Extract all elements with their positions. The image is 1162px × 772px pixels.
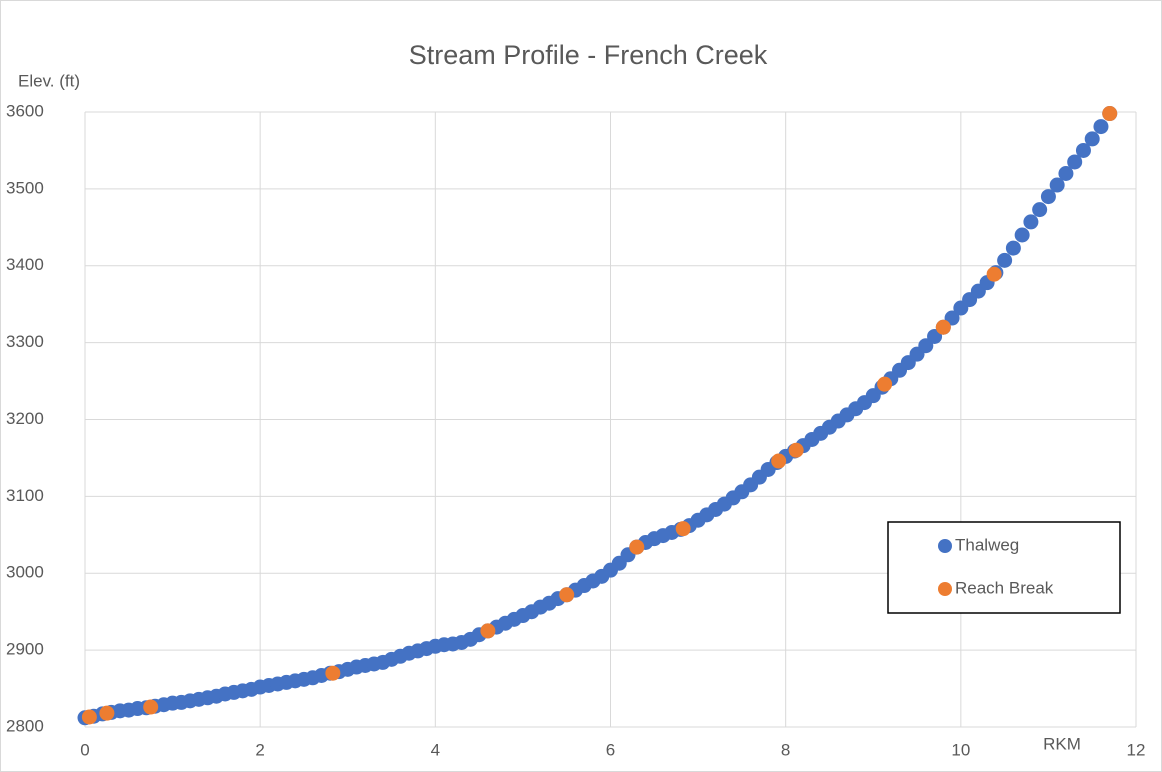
- y-tick-label: 3600: [6, 101, 44, 120]
- point: [935, 319, 951, 335]
- series: [81, 106, 1118, 725]
- point: [997, 252, 1013, 268]
- y-tick-label: 3300: [6, 332, 44, 351]
- y-tick-label: 3400: [6, 255, 44, 274]
- x-tick-label: 2: [255, 740, 264, 759]
- point: [1040, 189, 1056, 205]
- x-tick-label: 8: [781, 740, 790, 759]
- point: [1102, 106, 1118, 122]
- x-axis-label: RKM: [1043, 734, 1081, 753]
- point: [143, 699, 159, 715]
- point: [1005, 240, 1021, 256]
- y-axis-label: Elev. (ft): [18, 71, 80, 90]
- x-tick-label: 6: [606, 740, 615, 759]
- point: [1058, 166, 1074, 181]
- point: [81, 709, 97, 725]
- y-tick-label: 2900: [6, 640, 44, 659]
- y-tick-label: 3500: [6, 178, 44, 197]
- legend-marker: [938, 539, 952, 553]
- point: [1023, 214, 1039, 230]
- legend-marker: [938, 582, 952, 596]
- x-tick-label: 10: [951, 740, 970, 759]
- point: [788, 442, 804, 458]
- legend-box: [887, 521, 1121, 614]
- point: [629, 539, 645, 555]
- point: [1049, 177, 1065, 193]
- chart-title: Stream Profile - French Creek: [409, 40, 768, 70]
- y-tick-label: 3200: [6, 409, 44, 428]
- point: [1084, 131, 1100, 147]
- y-tick-label: 3100: [6, 486, 44, 505]
- legend-label: Thalweg: [955, 535, 1019, 554]
- point: [771, 453, 787, 469]
- point: [480, 623, 496, 639]
- x-tick-label: 4: [431, 740, 440, 759]
- x-tick-label: 12: [1127, 740, 1146, 759]
- point: [1075, 142, 1091, 158]
- point: [1032, 202, 1048, 218]
- point: [1014, 227, 1030, 243]
- y-tick-label: 3000: [6, 563, 44, 582]
- point: [1093, 119, 1109, 135]
- legend: Thalweg Reach Break: [887, 521, 1121, 614]
- point: [986, 266, 1002, 282]
- y-tick-label: 2800: [6, 716, 44, 735]
- point: [675, 521, 691, 537]
- legend-label: Reach Break: [955, 578, 1054, 597]
- point: [325, 665, 341, 681]
- point: [559, 587, 575, 603]
- x-tick-label: 0: [80, 740, 89, 759]
- point: [99, 705, 115, 721]
- point: [877, 376, 893, 392]
- point: [1067, 154, 1083, 170]
